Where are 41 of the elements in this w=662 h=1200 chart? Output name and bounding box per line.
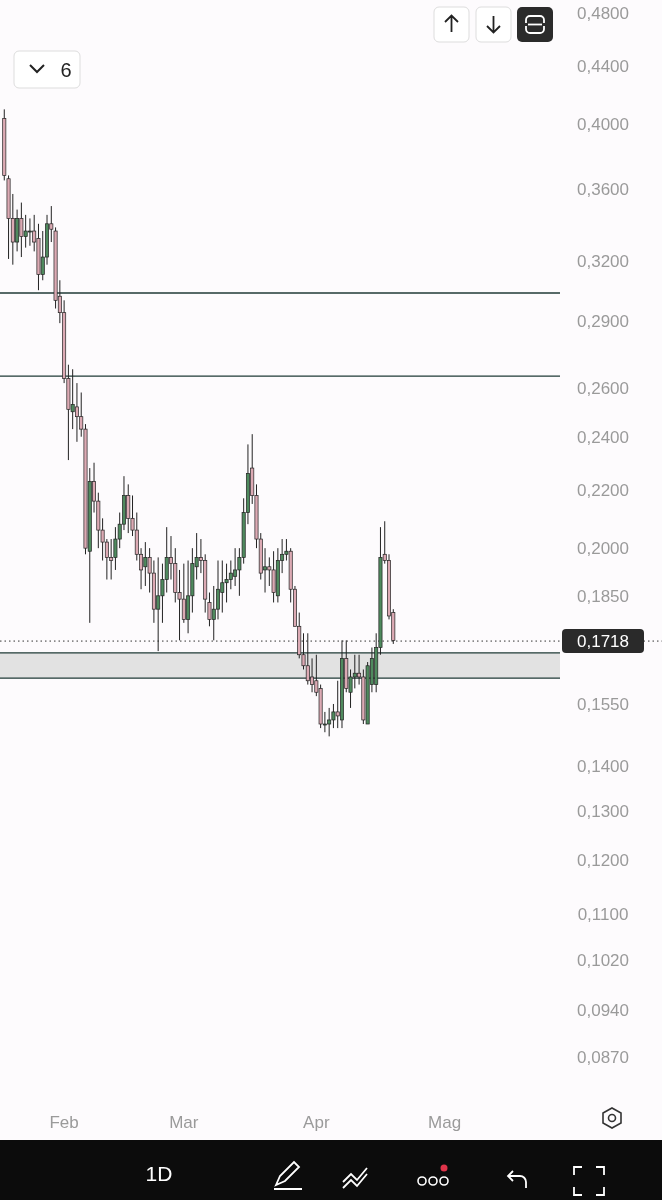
y-tick-label: 0,4000 — [577, 115, 629, 135]
y-tick-label: 0,2200 — [577, 480, 629, 500]
y-tick-label: 0,3600 — [577, 179, 629, 199]
y-tick-label: 0,4800 — [577, 4, 629, 23]
x-tick-label: Mar — [169, 1113, 199, 1132]
y-tick-label: 0,1400 — [577, 757, 629, 777]
candlestick — [109, 538, 114, 581]
candlestick — [27, 217, 32, 247]
candlestick — [271, 550, 276, 603]
y-tick-label: 0,1100 — [577, 904, 629, 924]
y-tick-label: 0,1850 — [577, 586, 629, 606]
ref-line-label: 0,1718 — [577, 632, 629, 652]
candlestick — [15, 209, 20, 252]
y-tick-label: 0,0870 — [577, 1048, 629, 1067]
candlestick — [310, 657, 315, 693]
annotation: 6 — [60, 59, 72, 81]
x-tick-label: Apr — [303, 1113, 330, 1132]
y-tick-label: 0,2000 — [577, 539, 629, 559]
y-tick-label: 0,2600 — [577, 378, 629, 398]
y-tick-label: 0,2900 — [577, 312, 629, 332]
y-tick-label: 0,4400 — [577, 57, 629, 77]
candlestick — [352, 654, 357, 689]
y-tick-label: 0,1020 — [577, 950, 629, 970]
candlestick — [233, 547, 238, 587]
y-tick-label: 0,1200 — [577, 851, 629, 871]
candlestick — [156, 556, 161, 652]
text: 1D — [145, 1162, 173, 1185]
candlestick — [186, 560, 191, 634]
y-tick-label: 0,1550 — [577, 694, 629, 714]
candlestick — [23, 214, 28, 249]
x-tick-label: Feb — [49, 1113, 79, 1132]
y-tick-label: 0,0940 — [577, 1000, 629, 1020]
y-tick-label: 0,2400 — [577, 427, 629, 447]
y-tick-label: 0,1300 — [577, 802, 629, 822]
x-tick-label: Mag — [428, 1113, 462, 1132]
candlestick — [19, 202, 24, 258]
candlestick — [143, 541, 148, 587]
candlestick — [181, 563, 186, 624]
candlestick — [327, 707, 332, 737]
candlestick — [126, 483, 131, 534]
y-tick-label: 0,3200 — [577, 251, 629, 271]
